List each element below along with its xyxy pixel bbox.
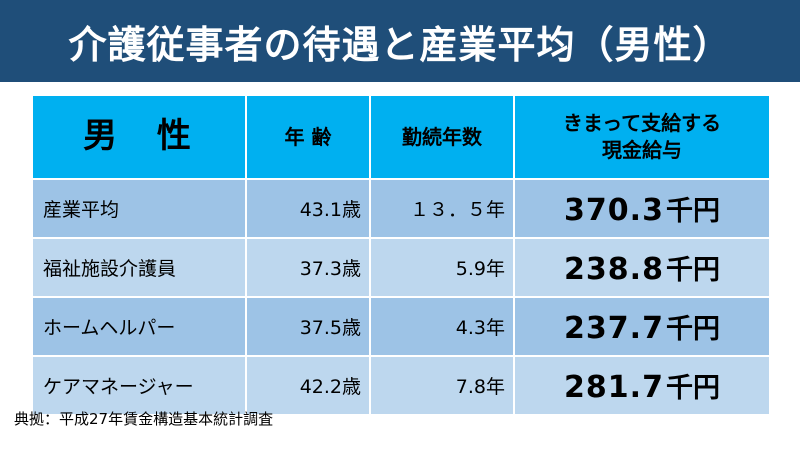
row-tenure: 4.3年 — [369, 296, 515, 357]
row-age: 42.2歳 — [245, 355, 371, 416]
pay-unit: 千円 — [665, 255, 720, 286]
table-row-home-helper: ホームヘルパー 37.5歳 4.3年 237.7千円 — [31, 296, 771, 357]
row-tenure: 7.8年 — [369, 355, 515, 416]
row-age: 37.3歳 — [245, 237, 371, 298]
row-age: 43.1歳 — [245, 178, 371, 239]
page-title: 介護従事者の待遇と産業平均（男性） — [0, 0, 800, 82]
row-pay: 281.7千円 — [513, 355, 771, 416]
row-tenure: 5.9年 — [369, 237, 515, 298]
pay-value: 370.3 — [564, 193, 664, 228]
table-row-industry-average: 産業平均 43.1歳 １３．５年 370.3千円 — [31, 178, 771, 239]
table-header-row: 男 性 年 齢 勤続年数 きまって支給する 現金給与 — [31, 94, 771, 180]
pay-unit: 千円 — [665, 196, 720, 227]
header-tenure: 勤続年数 — [369, 94, 515, 180]
row-name: ホームヘルパー — [31, 296, 247, 357]
pay-unit: 千円 — [665, 314, 720, 345]
pay-value: 238.8 — [564, 252, 664, 287]
row-tenure: １３．５年 — [369, 178, 515, 239]
wage-table: 男 性 年 齢 勤続年数 きまって支給する 現金給与 産業平均 43.1歳 １３… — [31, 94, 771, 416]
row-name: 産業平均 — [31, 178, 247, 239]
row-pay: 237.7千円 — [513, 296, 771, 357]
pay-value: 237.7 — [564, 311, 664, 346]
row-age: 37.5歳 — [245, 296, 371, 357]
table-row-care-manager: ケアマネージャー 42.2歳 7.8年 281.7千円 — [31, 355, 771, 416]
pay-value: 281.7 — [564, 370, 664, 405]
header-pay: きまって支給する 現金給与 — [513, 94, 771, 180]
row-pay: 238.8千円 — [513, 237, 771, 298]
header-pay-line2: 現金給与 — [602, 138, 682, 162]
pay-unit: 千円 — [665, 373, 720, 404]
header-gender: 男 性 — [31, 94, 247, 180]
header-pay-line1: きまって支給する — [562, 111, 722, 135]
source-note: 典拠：平成27年賃金構造基本統計調査 — [14, 410, 274, 428]
row-name: ケアマネージャー — [31, 355, 247, 416]
header-age: 年 齢 — [245, 94, 371, 180]
table-row-care-worker: 福祉施設介護員 37.3歳 5.9年 238.8千円 — [31, 237, 771, 298]
row-pay: 370.3千円 — [513, 178, 771, 239]
row-name: 福祉施設介護員 — [31, 237, 247, 298]
